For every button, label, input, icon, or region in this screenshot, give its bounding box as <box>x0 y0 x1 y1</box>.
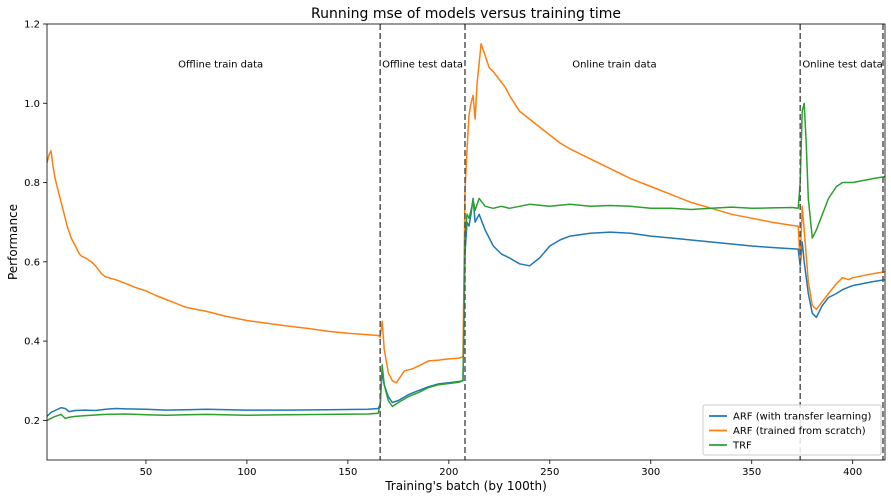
legend-entry-2: TRF <box>732 441 752 452</box>
y-axis: 0.2 0.4 0.6 0.8 1.0 1.2 <box>24 20 47 427</box>
region-label-2: Online train data <box>572 60 656 71</box>
region-label-1: Offline test data <box>382 60 463 71</box>
x-tick-label: 150 <box>338 467 357 478</box>
legend: ARF (with transfer learning) ARF (trained… <box>702 404 882 456</box>
y-tick-label: 0.6 <box>24 257 40 268</box>
y-axis-label: Performance <box>6 204 20 280</box>
x-tick-label: 250 <box>540 467 559 478</box>
plot-area: Offline train data Offline test data Onlin… <box>46 23 886 461</box>
plot-frame <box>46 23 886 461</box>
y-tick-label: 1.0 <box>24 99 40 110</box>
y-tick-label: 0.8 <box>24 178 40 189</box>
x-tick-label: 350 <box>742 467 761 478</box>
x-tick-label: 100 <box>237 467 256 478</box>
y-tick-label: 0.2 <box>24 416 40 427</box>
legend-entry-0: ARF (with transfer learning) <box>733 412 871 423</box>
chart-title: Running mse of models versus training ti… <box>311 6 621 22</box>
x-tick-label: 300 <box>641 467 660 478</box>
region-label-3: Online test data <box>802 60 882 71</box>
series-line-2 <box>47 102 885 422</box>
region-label-0: Offline train data <box>178 60 263 71</box>
y-tick-label: 0.4 <box>24 337 40 348</box>
y-tick-label: 1.2 <box>24 20 40 31</box>
x-tick-label: 200 <box>439 467 458 478</box>
x-tick-label: 400 <box>843 467 862 478</box>
series-line-1 <box>47 43 885 384</box>
x-tick-label: 50 <box>140 467 153 478</box>
legend-box <box>702 404 882 456</box>
x-axis: 50 100 150 200 250 300 350 400 <box>140 460 862 478</box>
series-lines <box>47 43 885 422</box>
x-axis-label: Training's batch (by 100th) <box>384 479 547 493</box>
legend-entry-1: ARF (trained from scratch) <box>733 426 866 437</box>
